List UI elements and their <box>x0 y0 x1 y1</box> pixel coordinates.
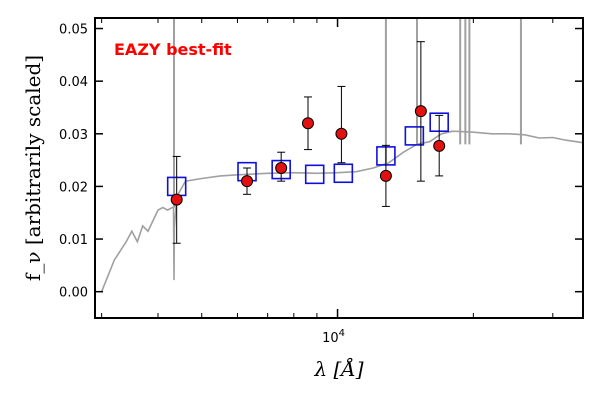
y-tick-label: 0.01 <box>59 233 88 248</box>
observed-flux-point <box>241 175 254 188</box>
y-tick-label: 0.02 <box>59 180 88 195</box>
x-axis-label: λ [Å] <box>313 356 363 381</box>
model-flux-marker <box>304 164 325 185</box>
observed-flux-point <box>414 105 427 118</box>
y-tick-label: 0.00 <box>59 286 88 301</box>
observed-flux-point <box>170 193 183 206</box>
observed-flux-point <box>433 139 446 152</box>
annotation-label: EAZY best-fit <box>114 40 232 59</box>
x-tick-label: 104 <box>322 328 345 346</box>
observed-flux-point <box>275 162 288 174</box>
y-axis-label: f_ν [arbitrarily scaled] <box>21 55 45 281</box>
model-photometry-layer <box>166 112 449 197</box>
axis-ticks: 0.00 0.01 0.02 0.03 0.04 0.05 104 <box>59 18 583 346</box>
y-tick-label: 0.03 <box>59 128 88 143</box>
plot-frame <box>94 17 584 319</box>
observed-flux-point <box>335 127 348 140</box>
template-spectrum-layer <box>100 18 584 292</box>
observed-photometry-layer <box>170 41 446 244</box>
y-tick-label: 0.04 <box>59 75 88 90</box>
template-line <box>100 130 584 292</box>
observed-flux-point <box>301 117 314 130</box>
y-tick-label: 0.05 <box>59 23 88 38</box>
observed-flux-point <box>379 169 392 182</box>
model-flux-marker <box>333 163 354 184</box>
model-flux-marker <box>404 126 425 146</box>
